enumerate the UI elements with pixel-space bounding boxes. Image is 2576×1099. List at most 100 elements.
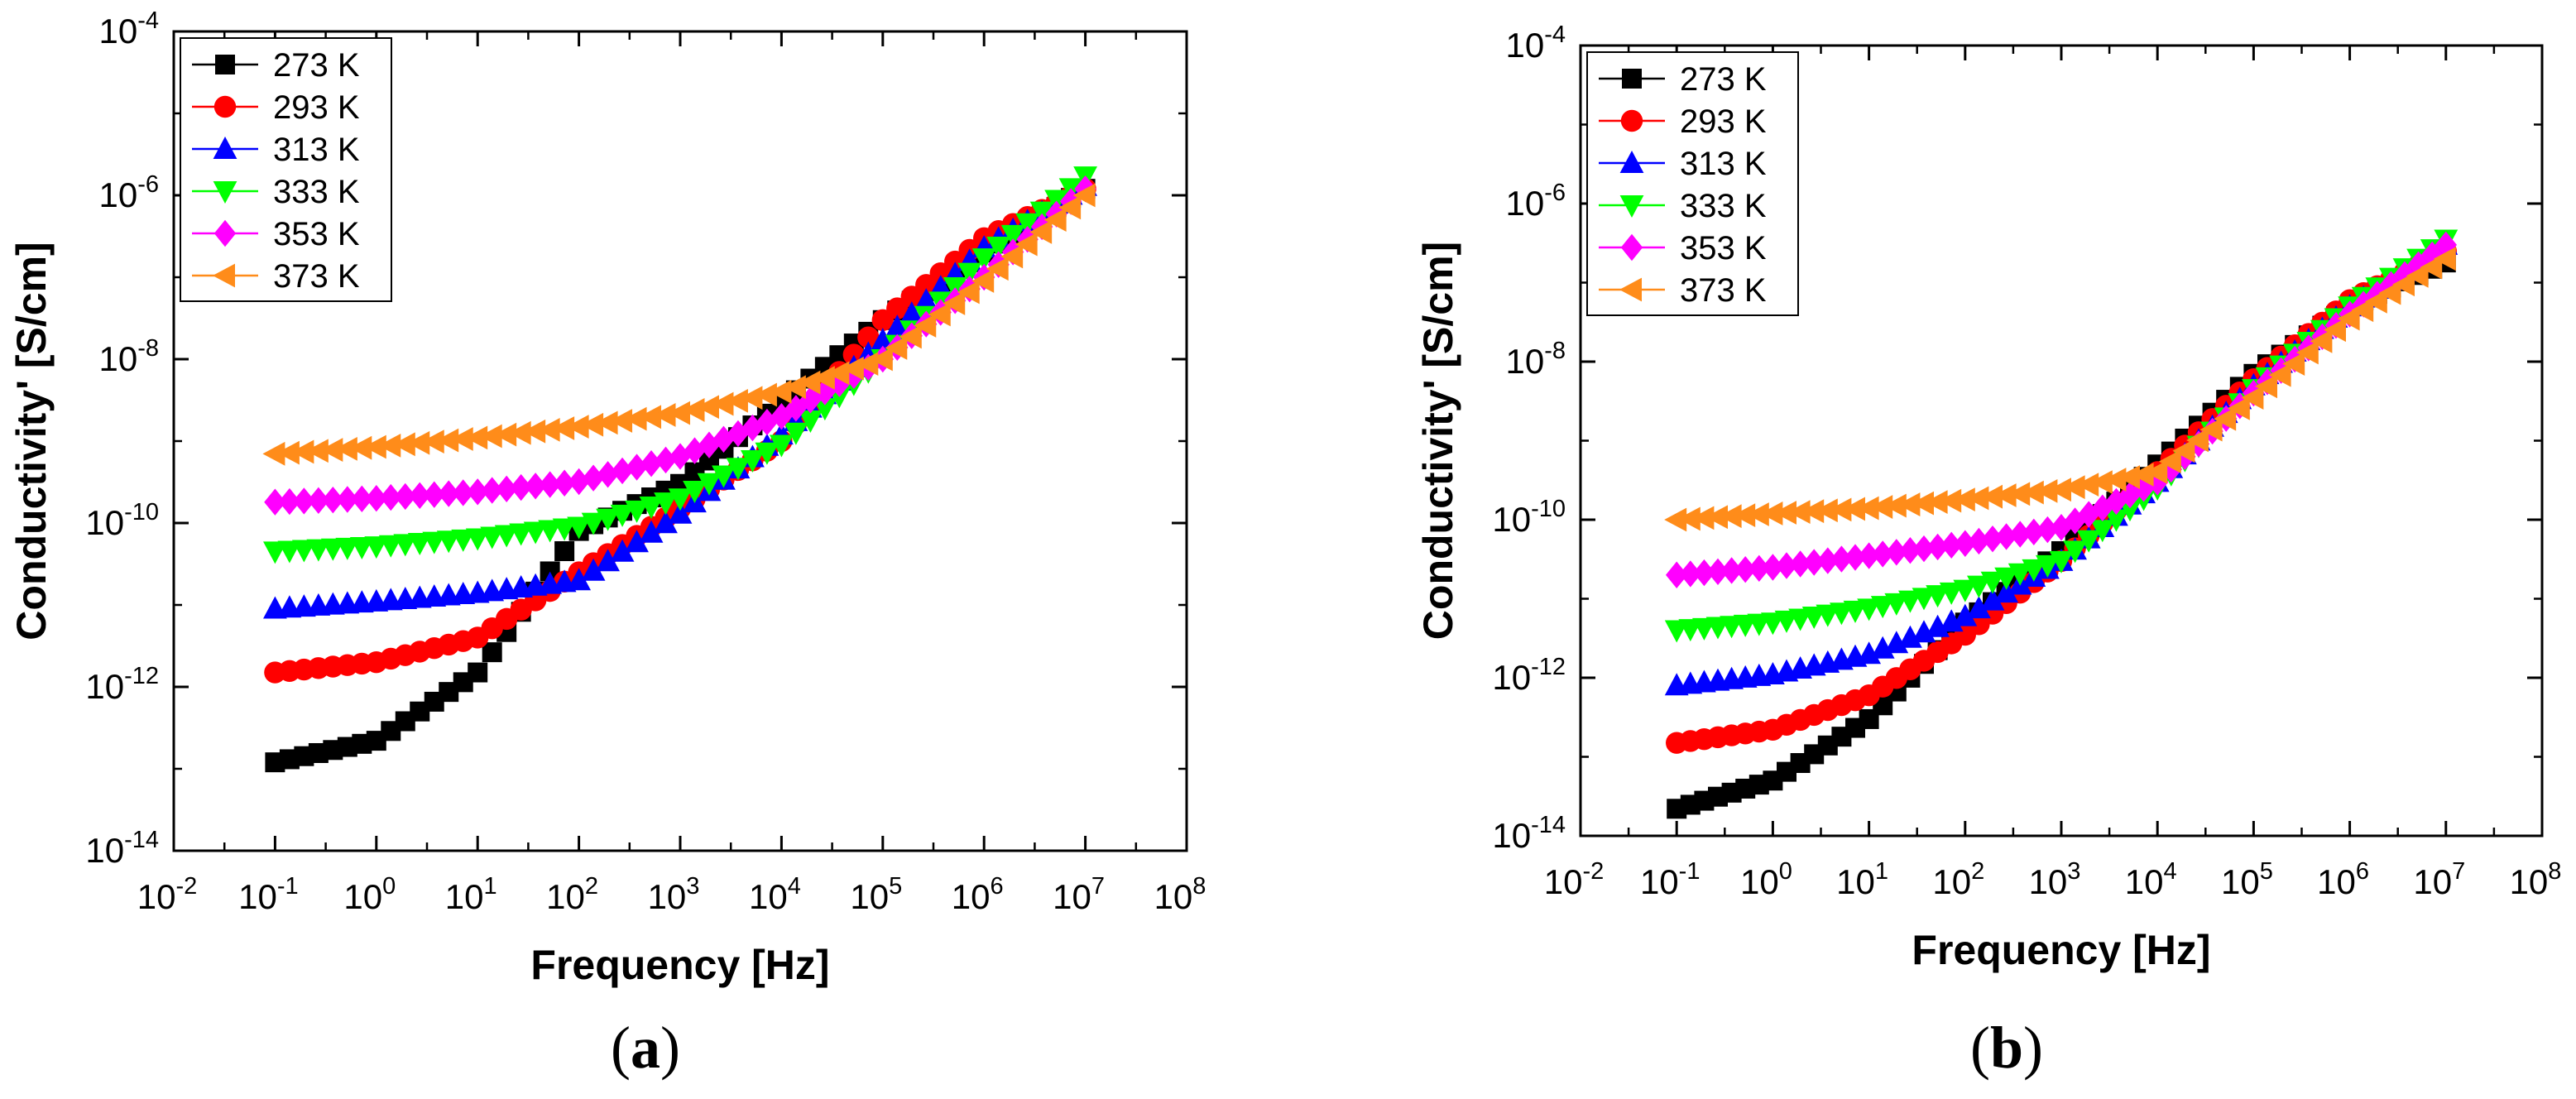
data-point — [886, 297, 909, 319]
x-tick-label: 101 — [445, 873, 497, 916]
data-point — [1899, 537, 1921, 564]
data-point — [1954, 530, 1976, 557]
data-point — [1953, 603, 1978, 626]
data-point — [2036, 516, 2059, 544]
legend-marker — [213, 137, 237, 159]
x-axis-label: Frequency [Hz] — [1912, 927, 2210, 973]
data-point — [1967, 575, 1991, 598]
data-point — [2324, 318, 2346, 343]
legend-label: 373 K — [273, 258, 360, 295]
x-tick-label: 100 — [1740, 858, 1792, 901]
data-point — [2036, 554, 2060, 578]
y-tick-label: 10-6 — [1505, 180, 1566, 223]
data-point — [2295, 340, 2319, 365]
y-tick-label: 10-12 — [1492, 654, 1566, 697]
data-point — [438, 480, 460, 507]
data-point — [1000, 224, 1025, 247]
legend-box — [1586, 51, 1799, 316]
data-point — [2214, 406, 2237, 431]
data-point — [1733, 503, 1756, 527]
data-point — [1885, 539, 1907, 566]
legend-label: 273 K — [1680, 61, 1767, 98]
data-point — [914, 288, 938, 311]
data-point — [1953, 579, 1978, 602]
data-point — [640, 450, 663, 478]
legend-label: 293 K — [1680, 103, 1767, 140]
y-tick-label: 10-6 — [98, 171, 159, 214]
data-point — [1679, 560, 1701, 588]
x-tick-label: 10-2 — [1544, 858, 1605, 901]
data-point — [2103, 468, 2127, 492]
data-point — [740, 386, 763, 410]
data-point — [1029, 219, 1053, 244]
data-point — [1967, 596, 1991, 619]
data-point — [2131, 463, 2154, 487]
data-point — [2035, 478, 2058, 503]
data-point — [2433, 247, 2456, 271]
data-point — [2268, 362, 2291, 387]
data-point — [278, 487, 301, 516]
data-point — [552, 416, 575, 440]
data-point — [452, 479, 474, 506]
data-point — [624, 406, 647, 431]
data-point — [1705, 505, 1728, 530]
data-point — [351, 485, 373, 513]
legend-label: 333 K — [273, 174, 360, 210]
x-tick-label: 105 — [2221, 858, 2273, 901]
legend-label: 353 K — [1680, 230, 1767, 266]
y-tick-label: 10-12 — [85, 663, 159, 706]
data-point — [407, 430, 430, 455]
data-point — [1029, 201, 1054, 224]
data-point — [597, 461, 619, 488]
data-point — [870, 347, 893, 372]
data-point — [712, 465, 736, 488]
data-point — [986, 257, 1009, 281]
y-tick-label: 10-14 — [85, 827, 159, 870]
data-point — [754, 382, 777, 407]
data-point — [552, 518, 577, 541]
y-tick-label: 10-8 — [1505, 338, 1566, 381]
data-point — [1926, 585, 1950, 608]
series-373-k — [1664, 247, 2456, 532]
data-point — [943, 291, 966, 315]
data-point — [495, 475, 518, 503]
data-point — [2172, 439, 2195, 463]
data-point — [755, 442, 780, 465]
data-point — [1980, 571, 2005, 594]
data-point — [1843, 497, 1865, 521]
data-point — [393, 534, 418, 557]
x-tick-label: 101 — [1836, 858, 1888, 901]
data-point — [494, 525, 519, 548]
data-point — [2282, 352, 2305, 377]
data-point — [2022, 559, 2046, 582]
data-point — [2076, 473, 2099, 497]
data-point — [465, 528, 490, 551]
x-tick-label: 103 — [648, 873, 700, 916]
data-point — [2050, 514, 2073, 541]
data-point — [2406, 264, 2429, 288]
data-point — [1883, 493, 1907, 518]
legend-marker — [213, 219, 237, 247]
data-point — [407, 533, 432, 556]
data-point — [1760, 502, 1783, 526]
data-point — [900, 286, 923, 308]
data-point — [915, 274, 938, 296]
data-point — [769, 379, 792, 404]
panel-label: (a) — [611, 1015, 680, 1081]
data-point — [436, 530, 461, 554]
data-point — [2118, 481, 2142, 509]
data-point — [770, 434, 794, 458]
data-point — [2378, 281, 2401, 305]
data-point — [798, 410, 823, 433]
data-point — [1857, 598, 1881, 621]
legend-label: 273 K — [273, 47, 360, 84]
data-point — [450, 427, 473, 451]
data-point — [2089, 470, 2113, 495]
y-axis-label: Conductivity' [S/cm] — [1415, 242, 1461, 640]
data-point — [1719, 504, 1742, 529]
data-point — [349, 435, 372, 460]
data-point — [538, 520, 563, 543]
data-point — [1720, 557, 1743, 584]
data-point — [798, 370, 821, 395]
legend-label: 313 K — [1680, 146, 1767, 182]
